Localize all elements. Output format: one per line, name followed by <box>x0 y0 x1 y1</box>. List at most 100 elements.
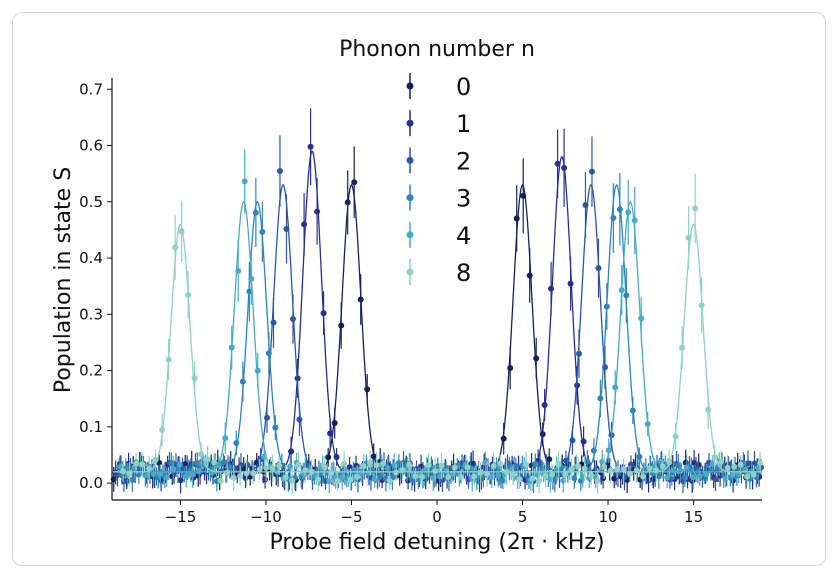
data-point <box>126 470 133 477</box>
data-point <box>484 470 491 477</box>
data-point <box>314 208 321 215</box>
data-point <box>170 465 177 472</box>
data-point <box>272 424 279 431</box>
series-0 <box>110 146 762 493</box>
data-point <box>588 168 595 175</box>
data-point <box>590 447 597 454</box>
data-point <box>244 461 251 468</box>
data-point <box>671 476 678 483</box>
legend-marker <box>406 268 414 276</box>
data-point <box>262 476 269 483</box>
data-point <box>638 315 645 322</box>
data-point <box>237 462 244 469</box>
legend-marker <box>406 119 414 127</box>
data-point <box>495 472 502 479</box>
series-3 <box>112 173 762 493</box>
axes-layer <box>111 78 762 501</box>
x-tick-label: 5 <box>518 508 528 526</box>
data-point <box>347 476 354 483</box>
x-tick-label: 15 <box>684 508 703 526</box>
data-point <box>139 461 146 468</box>
data-point <box>307 143 314 150</box>
data-point <box>711 454 718 461</box>
x-tick-label: 10 <box>599 508 618 526</box>
data-point <box>295 461 302 468</box>
y-tick-label: 0.0 <box>79 474 103 492</box>
data-point <box>584 458 591 465</box>
data-point <box>248 275 255 282</box>
data-point <box>685 234 692 241</box>
data-point <box>580 438 587 445</box>
data-point <box>357 296 364 303</box>
data-point <box>471 473 478 480</box>
data-point <box>399 467 406 474</box>
data-point <box>516 476 523 483</box>
y-tick-label: 0.3 <box>79 305 103 323</box>
data-point <box>744 473 751 480</box>
data-point <box>252 209 259 216</box>
data-point <box>724 464 731 471</box>
data-point <box>542 472 549 479</box>
data-point <box>618 287 625 294</box>
data-point <box>327 430 334 437</box>
y-tick-label: 0.1 <box>79 418 103 436</box>
series-2 <box>112 135 764 494</box>
data-point <box>631 217 638 224</box>
data-point <box>633 467 640 474</box>
data-point <box>703 471 710 478</box>
data-point <box>263 464 270 471</box>
data-point <box>282 474 289 481</box>
data-point <box>507 364 514 371</box>
data-point <box>621 474 628 481</box>
data-point <box>432 468 439 475</box>
data-point <box>344 199 351 206</box>
data-point <box>263 414 270 421</box>
x-tick-label: 0 <box>432 508 442 526</box>
data-point <box>425 462 432 469</box>
data-point <box>690 474 697 481</box>
legend-marker <box>406 194 414 202</box>
x-tick-label: −10 <box>250 508 282 526</box>
data-point <box>351 179 358 186</box>
data-point <box>513 215 520 222</box>
data-point <box>159 426 166 433</box>
data-point <box>289 316 296 323</box>
data-point <box>211 459 218 466</box>
data-point <box>548 285 555 292</box>
data-point <box>334 477 341 484</box>
data-point <box>308 468 315 475</box>
data-point <box>627 461 634 468</box>
data-point <box>503 468 510 475</box>
fit-curve <box>112 223 762 473</box>
data-point <box>384 465 391 472</box>
data-point <box>549 471 556 478</box>
data-point <box>620 466 627 473</box>
legend-marker <box>406 231 414 239</box>
data-point <box>250 470 257 477</box>
data-point <box>672 433 679 440</box>
data-point <box>120 477 127 484</box>
fit-curve <box>112 183 762 473</box>
data-point <box>178 228 185 235</box>
data-point <box>597 395 604 402</box>
data-point <box>120 468 127 475</box>
data-point <box>581 465 588 472</box>
data-point <box>670 467 677 474</box>
data-point <box>555 461 562 468</box>
data-point <box>477 469 484 476</box>
data-point <box>393 469 400 476</box>
data-point <box>259 228 266 235</box>
data-point <box>320 310 327 317</box>
x-tick-label: −5 <box>340 508 362 526</box>
data-point <box>568 466 575 473</box>
data-point <box>588 472 595 479</box>
legend-label: 3 <box>456 185 471 213</box>
data-point <box>315 476 322 483</box>
data-point <box>546 456 553 463</box>
data-point <box>636 453 643 460</box>
data-point <box>231 465 238 472</box>
data-point <box>276 462 283 469</box>
data-point <box>270 319 277 326</box>
data-point <box>561 164 568 171</box>
data-point <box>640 473 647 480</box>
